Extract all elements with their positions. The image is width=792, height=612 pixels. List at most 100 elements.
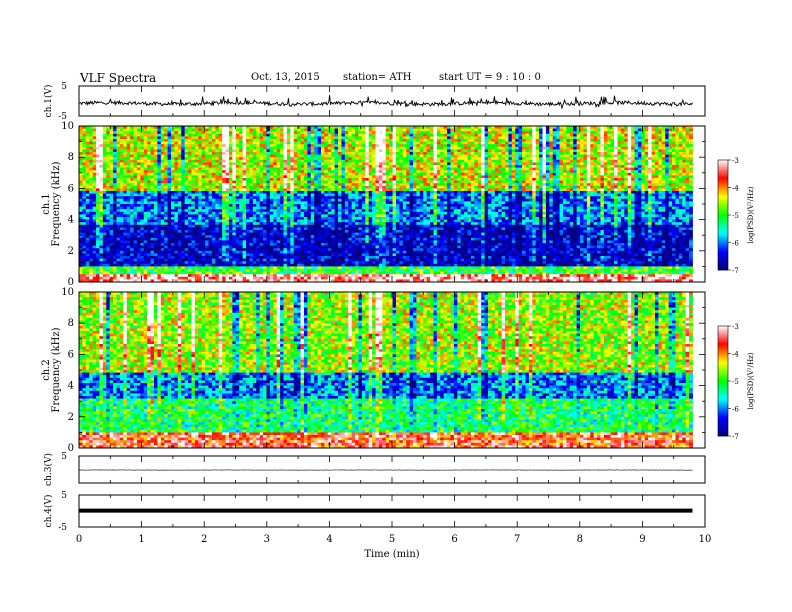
psd-cell [562,144,567,148]
psd-cell [198,159,203,163]
psd-cell [542,165,547,168]
psd-cell [474,188,479,192]
psd-cell [539,154,543,158]
psd-cell [334,188,339,192]
psd-cell [249,185,254,189]
psd-cell [297,188,301,192]
psd-cell [317,180,322,184]
psd-cell [218,146,223,150]
psd-cell [160,170,165,174]
psd-cell [436,146,441,150]
psd-cell [334,131,339,135]
psd-cell [675,165,680,168]
psd-cell [276,136,281,140]
psd-cell [85,185,90,189]
psd-cell [399,193,404,197]
psd-cell [307,146,312,150]
psd-cell [382,165,387,168]
psd-cell [552,178,557,181]
psd-cell [324,165,329,168]
psd-cell [470,180,475,184]
psd-cell [331,193,336,197]
psd-cell [416,157,421,161]
psd-cell [140,146,145,150]
psd-cell [440,141,445,145]
psd-cell [505,149,509,153]
psd-cell [545,185,550,189]
psd-cell [201,170,206,174]
psd-cell [82,196,87,200]
psd-cell [672,178,676,181]
psd-cell [603,185,608,189]
psd-cell [307,126,312,129]
psd-cell [385,170,390,174]
psd-cell [617,126,622,129]
psd-cell [153,185,158,189]
psd-cell [508,146,513,150]
psd-cell [624,144,629,148]
psd-cell [637,188,642,192]
psd-cell [549,133,554,137]
psd-cell [102,193,107,197]
psd-cell [361,185,366,189]
psd-cell [658,162,663,166]
psd-cell [634,191,639,194]
psd-cell [201,196,206,200]
psd-cell [225,193,230,197]
psd-cell [320,188,325,192]
psd-cell [460,139,465,142]
psd-cell [317,128,322,132]
psd-cell [249,128,254,132]
psd-cell [150,172,155,176]
psd-cell [361,191,366,194]
psd-cell [222,139,226,142]
psd-cell [153,128,158,132]
psd-cell [222,157,226,161]
psd-cell [273,188,278,192]
psd-cell [562,146,567,150]
psd-cell [491,159,496,163]
psd-cell [126,159,131,163]
psd-cell [378,180,383,184]
psd-cell [569,157,574,161]
psd-cell [637,126,642,129]
psd-cell [593,178,598,181]
psd-cell [477,191,482,194]
psd-cell [249,175,254,179]
psd-cell [150,178,155,181]
psd-cell [501,149,506,153]
psd-cell [562,191,567,194]
psd-cell [280,128,284,132]
psd-cell [409,193,414,197]
psd-cell [487,183,492,187]
psd-cell [109,159,114,163]
psd-cell [658,126,663,129]
psd-cell [661,149,666,153]
psd-cell [508,141,513,145]
psd-cell [542,162,547,166]
y-tick-label: 5 [61,82,67,92]
psd-cell [276,191,281,194]
psd-cell [682,141,687,145]
psd-cell [413,141,417,145]
psd-cell [440,149,445,153]
psd-cell [136,154,141,158]
psd-cell [590,188,595,192]
psd-cell [102,152,107,155]
psd-cell [297,133,301,137]
psd-cell [116,154,121,158]
psd-cell [487,152,492,155]
psd-cell [375,149,380,153]
psd-cell [372,191,376,194]
psd-cell [102,175,107,179]
psd-cell [327,136,332,140]
psd-cell [167,144,172,148]
psd-cell [320,157,325,161]
psd-cell [119,175,124,179]
psd-cell [276,157,281,161]
psd-cell [498,136,503,140]
psd-cell [668,139,673,142]
psd-cell [668,146,673,150]
psd-cell [484,157,489,161]
psd-cell [225,141,230,145]
